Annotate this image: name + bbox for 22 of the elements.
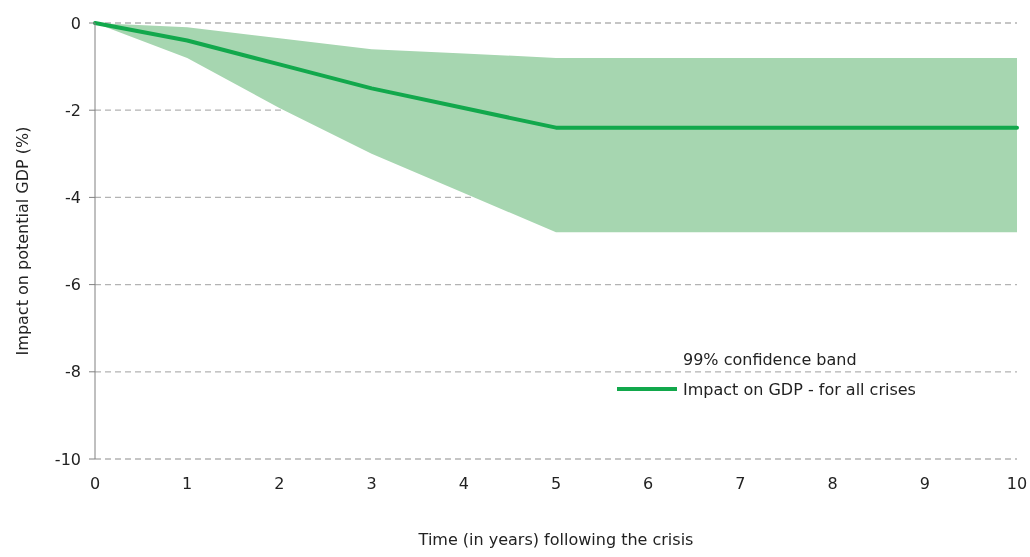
x-tick-label: 4 [458, 473, 469, 493]
y-axis-title: Impact on potential GDP (%) [13, 126, 32, 356]
line-series [93, 21, 1019, 130]
y-tick-label: -4 [65, 187, 81, 207]
y-tick-label: -8 [65, 362, 81, 382]
y-tick-label: -2 [65, 100, 81, 120]
x-tick-label: 3 [366, 473, 377, 493]
x-tick-label: 8 [827, 473, 838, 493]
y-tick-label: -6 [65, 275, 81, 295]
x-tick-label: 5 [550, 473, 562, 493]
x-tick-label: 10 [1006, 473, 1028, 493]
x-tick-label: 9 [919, 473, 930, 493]
y-tick-label: -10 [54, 449, 81, 469]
x-axis-title: Time (in years) following the crisis [417, 530, 694, 549]
x-tick-label: 7 [735, 473, 746, 493]
x-tick-label: 0 [89, 473, 101, 493]
legend-label: Impact on GDP - for all crises [683, 379, 916, 399]
x-tick-label: 1 [182, 473, 193, 493]
x-tick-label: 6 [643, 473, 654, 493]
annotation: 99% confidence band [683, 349, 857, 369]
y-tick-label: 0 [70, 13, 81, 33]
x-tick-label: 2 [274, 473, 285, 493]
